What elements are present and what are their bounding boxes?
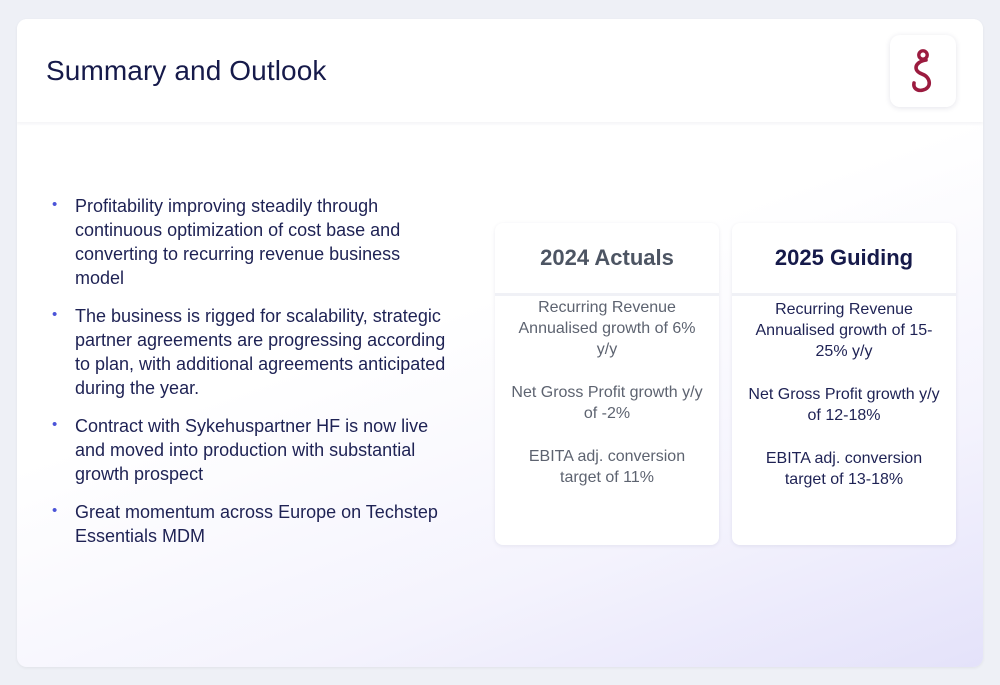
bullet-text: The business is rigged for scalability, … xyxy=(75,306,446,398)
metric-net-gross-profit: Net Gross Profit growth y/y of -2% xyxy=(511,384,703,422)
card-body: Recurring Revenue Annualised growth of 1… xyxy=(732,296,956,490)
metric-ebita-conversion: EBITA adj. conversion target of 11% xyxy=(528,448,686,486)
metric-recurring-revenue: Recurring Revenue Annualised growth of 1… xyxy=(755,301,933,360)
bullet-dot-icon: • xyxy=(52,502,58,519)
bullet-text: Profitability improving steadily through… xyxy=(75,196,401,288)
page-title: Summary and Outlook xyxy=(46,55,327,86)
bullet-text: Contract with Sykehuspartner HF is now l… xyxy=(75,416,429,484)
slide: Summary and Outlook • Profitability impro… xyxy=(17,19,983,667)
bullet-item: • Contract with Sykehuspartner HF is now … xyxy=(51,414,451,486)
bullet-item: • Profitability improving steadily throug… xyxy=(51,194,451,290)
bullet-dot-icon: • xyxy=(52,196,58,213)
bullet-dot-icon: • xyxy=(52,416,58,433)
actuals-2024-card: 2024 Actuals Recurring Revenue Annualise… xyxy=(495,223,719,545)
metric-recurring-revenue: Recurring Revenue Annualised growth of 6… xyxy=(518,299,696,358)
bullet-item: • Great momentum across Europe on Techste… xyxy=(51,500,451,548)
card-title: 2025 Guiding xyxy=(732,223,956,296)
card-body: Recurring Revenue Annualised growth of 6… xyxy=(495,296,719,488)
summary-bullet-list: • Profitability improving steadily throug… xyxy=(51,194,451,562)
bullet-item: • The business is rigged for scalability,… xyxy=(51,304,451,400)
metric-net-gross-profit: Net Gross Profit growth y/y of 12-18% xyxy=(748,386,940,424)
metric-ebita-conversion: EBITA adj. conversion target of 13-18% xyxy=(765,450,923,488)
logo xyxy=(890,35,956,107)
techstep-logo-icon xyxy=(912,49,932,93)
bullet-dot-icon: • xyxy=(52,306,58,323)
slide-header: Summary and Outlook xyxy=(17,19,983,122)
card-title: 2024 Actuals xyxy=(495,223,719,296)
guiding-2025-card: 2025 Guiding Recurring Revenue Annualise… xyxy=(732,223,956,545)
bullet-text: Great momentum across Europe on Techstep… xyxy=(75,502,438,546)
